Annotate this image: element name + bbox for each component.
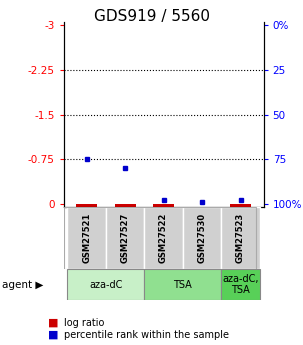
- Bar: [145, 207, 183, 269]
- Bar: [153, 204, 174, 256]
- Text: GSM27523: GSM27523: [236, 213, 245, 263]
- Text: ■: ■: [48, 318, 59, 327]
- Text: GSM27522: GSM27522: [159, 213, 168, 263]
- Bar: [221, 269, 260, 300]
- Text: GDS919 / 5560: GDS919 / 5560: [94, 9, 209, 23]
- Text: ■: ■: [48, 330, 59, 339]
- Text: GSM27530: GSM27530: [198, 213, 207, 263]
- Text: agent ▶: agent ▶: [2, 280, 43, 289]
- Text: log ratio: log ratio: [64, 318, 104, 327]
- Bar: [106, 207, 145, 269]
- Text: GSM27521: GSM27521: [82, 213, 91, 263]
- Bar: [68, 269, 145, 300]
- Bar: [115, 204, 136, 240]
- Bar: [145, 269, 221, 300]
- Text: aza-dC,
TSA: aza-dC, TSA: [222, 274, 259, 295]
- Bar: [183, 207, 221, 269]
- Bar: [221, 207, 260, 269]
- Text: TSA: TSA: [174, 280, 192, 289]
- Bar: [68, 207, 106, 269]
- Bar: [230, 204, 251, 344]
- Text: GSM27527: GSM27527: [121, 213, 130, 263]
- Text: aza-dC: aza-dC: [89, 280, 123, 289]
- Text: percentile rank within the sample: percentile rank within the sample: [64, 330, 229, 339]
- Bar: [76, 204, 97, 228]
